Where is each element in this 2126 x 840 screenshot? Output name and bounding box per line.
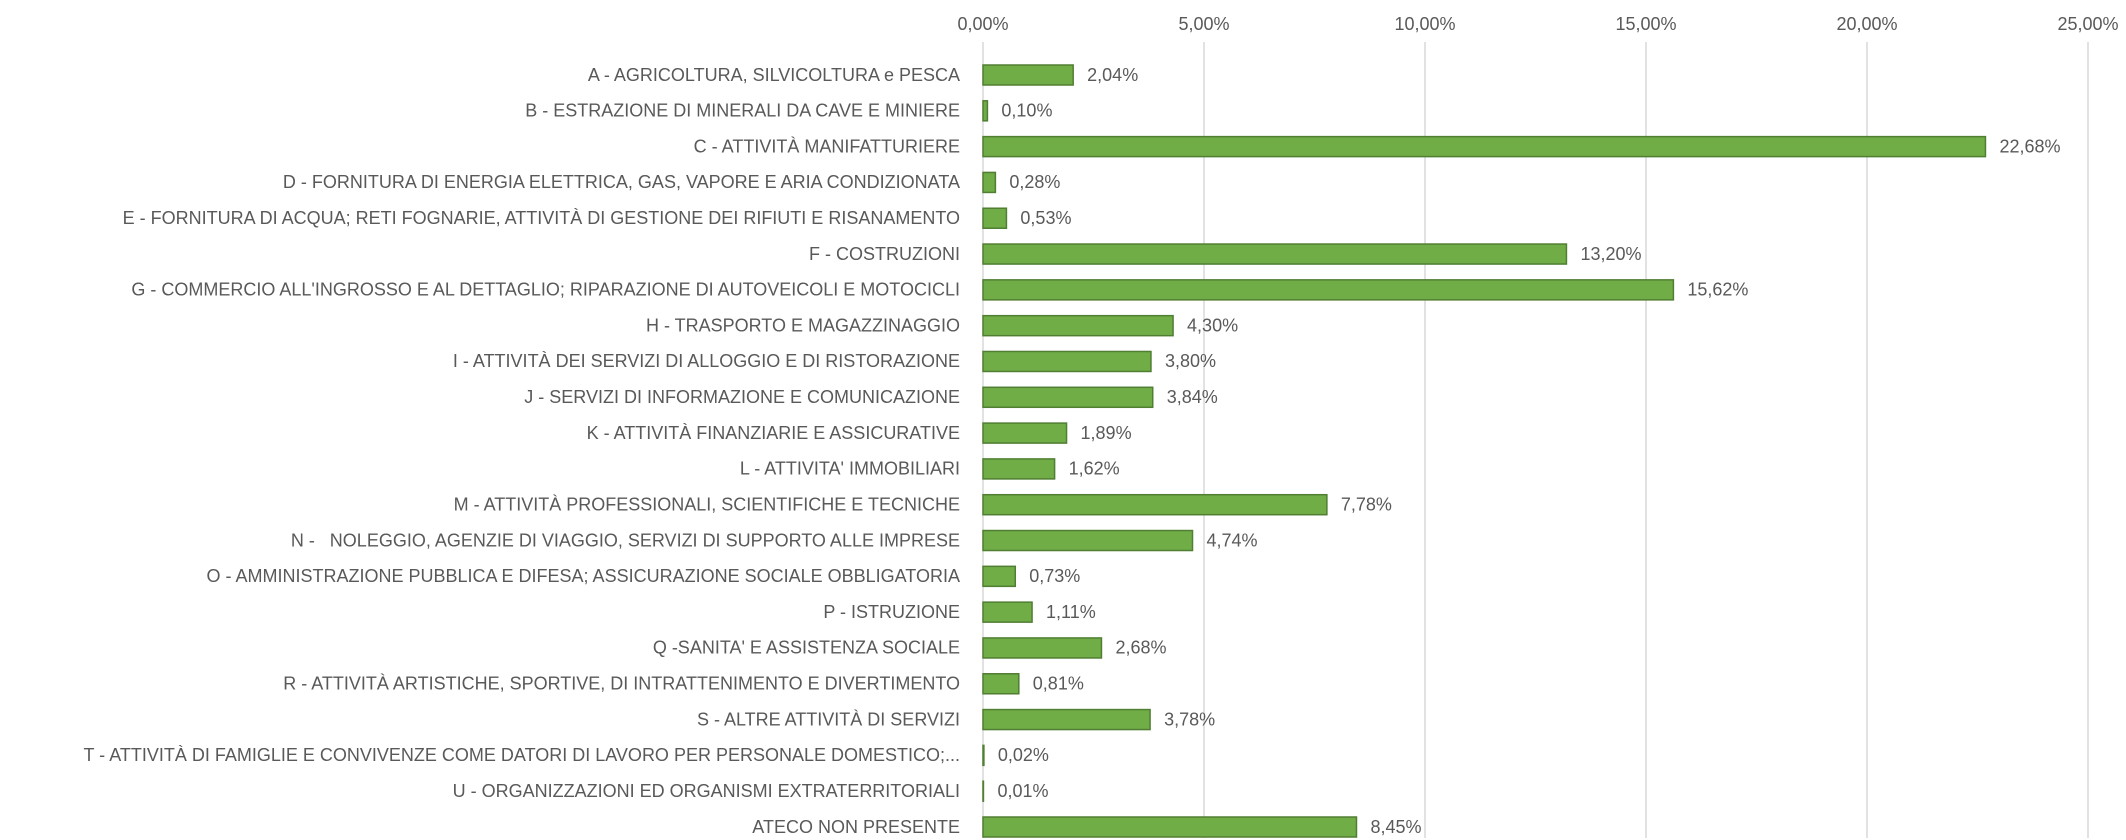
value-label: 7,78% [1341,494,1392,514]
bar [982,171,997,194]
bar [982,458,1056,480]
value-label: 2,04% [1087,65,1138,85]
category-label: J - SERVIZI DI INFORMAZIONE E COMUNICAZI… [524,387,960,407]
value-label: 8,45% [1370,817,1421,837]
value-label: 0,10% [1001,101,1052,121]
category-label: C - ATTIVITÀ MANIFATTURIERE [694,136,960,156]
bar [982,135,1987,158]
bar [982,601,1033,623]
bar [982,565,1017,588]
category-label: U - ORGANIZZAZIONI ED ORGANISMI EXTRATER… [453,781,960,801]
bar [982,744,985,767]
value-label: 22,68% [1999,136,2060,156]
value-label: 3,84% [1167,387,1218,407]
x-tick-label: 15,00% [1615,14,1676,34]
category-label: N - NOLEGGIO, AGENZIE DI VIAGGIO, SERVIZ… [291,530,960,550]
x-tick-label: 25,00% [2057,14,2118,34]
value-label: 0,53% [1020,208,1071,228]
category-label: T - ATTIVITÀ DI FAMIGLIE E CONVIVENZE CO… [84,745,960,765]
bar [982,816,1358,838]
category-label: K - ATTIVITÀ FINANZIARIE E ASSICURATIVE [587,423,960,443]
x-tick-label: 10,00% [1394,14,1455,34]
category-label: B - ESTRAZIONE DI MINERALI DA CAVE E MIN… [525,101,960,121]
value-label: 0,28% [1009,172,1060,192]
value-label: 1,62% [1069,459,1120,479]
bar [982,637,1103,659]
bar [982,386,1154,409]
category-label: O - AMMINISTRAZIONE PUBBLICA E DIFESA; A… [206,566,960,586]
category-label: M - ATTIVITÀ PROFESSIONALI, SCIENTIFICHE… [454,494,960,514]
bar [982,100,989,122]
value-label: 15,62% [1687,280,1748,300]
bar [982,350,1152,373]
bar [982,279,1675,301]
value-label: 4,74% [1207,530,1258,550]
value-label: 4,30% [1187,315,1238,335]
category-label: ATECO NON PRESENTE [752,817,960,837]
bar [982,207,1008,229]
category-label: H - TRASPORTO E MAGAZZINAGGIO [646,315,960,335]
value-label: 0,01% [997,781,1048,801]
category-label: L - ATTIVITA' IMMOBILIARI [740,459,960,479]
category-label: E - FORNITURA DI ACQUA; RETI FOGNARIE, A… [123,208,960,228]
category-label: P - ISTRUZIONE [823,602,960,622]
value-label: 3,78% [1164,709,1215,729]
value-label: 0,02% [998,745,1049,765]
category-label: D - FORNITURA DI ENERGIA ELETTRICA, GAS,… [283,172,960,192]
bar [982,673,1020,695]
bar [982,243,1568,265]
category-label: I - ATTIVITÀ DEI SERVIZI DI ALLOGGIO E D… [453,351,960,371]
value-label: 0,81% [1033,674,1084,694]
category-label: G - COMMERCIO ALL'INGROSSO E AL DETTAGLI… [131,280,960,300]
x-tick-label: 5,00% [1178,14,1229,34]
value-label: 0,73% [1029,566,1080,586]
value-label: 13,20% [1580,244,1641,264]
bar [982,314,1174,337]
x-tick-label: 0,00% [957,14,1008,34]
category-label: S - ALTRE ATTIVITÀ DI SERVIZI [697,709,960,729]
bar [982,529,1194,552]
value-label: 3,80% [1165,351,1216,371]
category-label: R - ATTIVITÀ ARTISTICHE, SPORTIVE, DI IN… [283,674,960,694]
category-label: F - COSTRUZIONI [809,244,960,264]
category-label: A - AGRICOLTURA, SILVICOLTURA e PESCA [588,65,960,85]
bar [982,422,1068,444]
value-label: 2,68% [1115,638,1166,658]
bar [982,493,1328,516]
value-label: 1,11% [1046,602,1096,622]
x-tick-label: 20,00% [1836,14,1897,34]
bar [982,64,1074,86]
category-label: Q -SANITA' E ASSISTENZA SOCIALE [653,638,960,658]
value-label: 1,89% [1081,423,1132,443]
bar [982,708,1151,731]
